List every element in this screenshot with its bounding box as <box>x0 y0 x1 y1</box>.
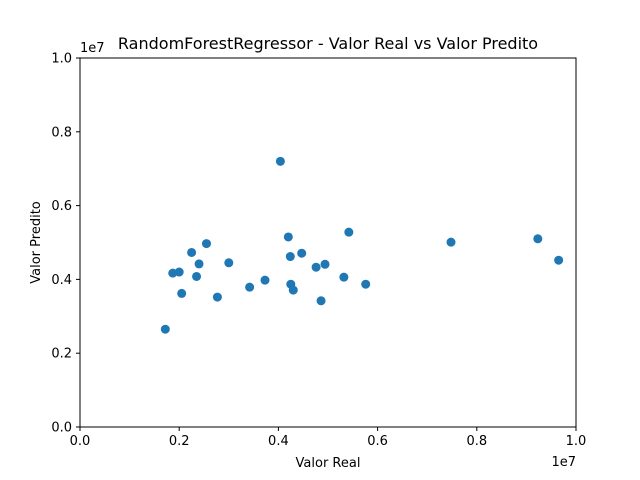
data-point <box>339 272 349 282</box>
y-axis-label: Valor Predito <box>29 201 44 284</box>
data-point <box>533 234 543 244</box>
data-point <box>288 285 298 295</box>
x-tick-label: 0.4 <box>268 434 289 449</box>
y-tick-label: 0.2 <box>51 347 72 362</box>
data-point <box>245 282 255 292</box>
data-point <box>201 239 211 249</box>
data-point <box>177 288 187 298</box>
data-point <box>174 267 184 277</box>
x-axis-offset-text: 1e7 <box>551 455 576 470</box>
data-point <box>285 252 295 262</box>
data-point <box>361 279 371 289</box>
chart-title: RandomForestRegressor - Valor Real vs Va… <box>118 34 538 53</box>
plot-frame <box>79 57 577 428</box>
data-point <box>297 248 307 258</box>
data-point <box>160 324 170 334</box>
points-layer <box>160 156 564 334</box>
data-point <box>194 259 204 269</box>
y-axis-ticks: 0.0 0.2 0.4 0.6 0.8 1.0 <box>51 52 80 436</box>
data-point <box>260 275 270 285</box>
y-tick-label: 0.6 <box>51 199 72 214</box>
data-point <box>344 227 354 237</box>
x-tick-label: 0.6 <box>367 434 388 449</box>
data-point <box>275 156 285 166</box>
y-tick-label: 0.0 <box>51 421 72 436</box>
x-tick-label: 0.2 <box>169 434 190 449</box>
y-tick-label: 0.8 <box>51 125 72 140</box>
data-point <box>187 247 197 257</box>
data-point <box>311 262 321 272</box>
y-tick-label: 1.0 <box>51 52 72 67</box>
x-tick-label: 0.8 <box>466 434 487 449</box>
data-point <box>554 255 564 265</box>
y-axis-offset-text: 1e7 <box>80 41 105 56</box>
data-point <box>446 237 456 247</box>
x-tick-label: 1.0 <box>566 434 587 449</box>
x-axis-ticks: 0.0 0.2 0.4 0.6 0.8 1.0 <box>70 427 587 449</box>
data-point <box>320 259 330 269</box>
data-point <box>224 258 234 268</box>
data-point <box>212 292 222 302</box>
y-tick-label: 0.4 <box>51 273 72 288</box>
x-axis-label: Valor Real <box>296 456 361 471</box>
data-point <box>316 296 326 306</box>
x-tick-label: 0.0 <box>70 434 91 449</box>
data-point <box>192 271 202 281</box>
data-point <box>283 232 293 242</box>
